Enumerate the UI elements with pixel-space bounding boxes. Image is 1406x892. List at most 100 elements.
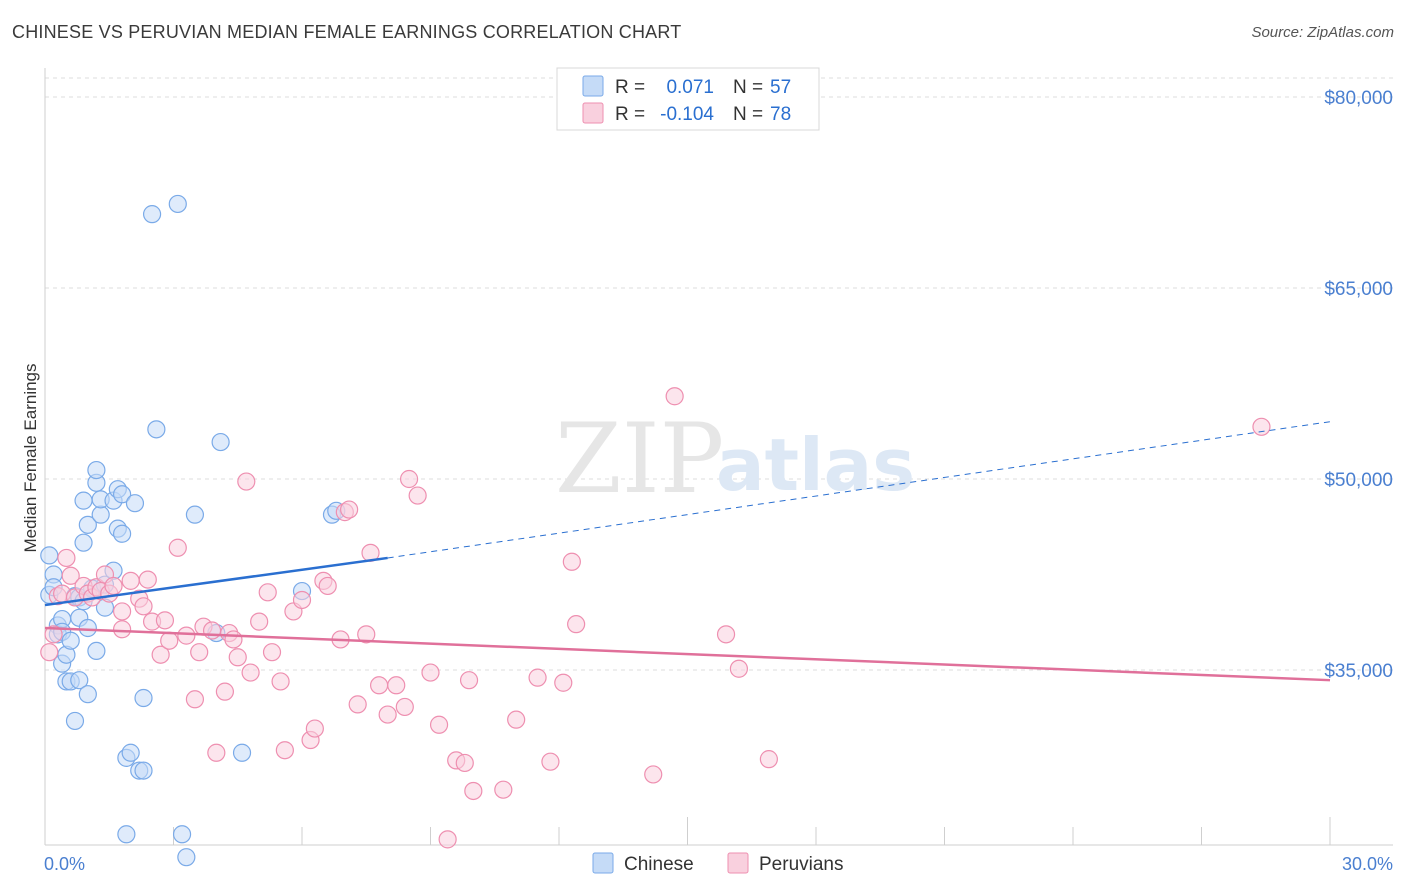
peruvian-point-79 xyxy=(759,750,778,769)
legend-peruvian-swatch xyxy=(582,102,604,124)
x-tick-label-min: 0.0% xyxy=(44,854,85,874)
axes xyxy=(44,68,1393,846)
chinese-point-15 xyxy=(70,671,89,690)
peruvian-point-73 xyxy=(562,552,581,571)
peruvian-point-15 xyxy=(112,602,132,621)
peruvian-point-25 xyxy=(168,538,187,557)
bottom-legend-chinese-swatch xyxy=(592,852,614,874)
bottom-legend-peruvian-swatch xyxy=(727,852,749,874)
peruvian-point-26 xyxy=(177,626,196,645)
peruvian-point-67 xyxy=(464,781,483,801)
peruvian-point-31 xyxy=(207,743,226,762)
chinese-point-1 xyxy=(40,546,59,565)
peruvian-point-34 xyxy=(224,630,243,649)
chinese-point-47 xyxy=(168,194,187,214)
peruvian-point-30 xyxy=(202,621,222,640)
chinese-point-20 xyxy=(74,533,93,552)
chinese-point-41 xyxy=(125,494,145,513)
chart-title: CHINESE VS PERUVIAN MEDIAN FEMALE EARNIN… xyxy=(12,22,682,42)
bottom-legend: Chinese Peruvians xyxy=(592,852,844,875)
peruvian-point-41 xyxy=(271,672,290,691)
peruvian-point-27 xyxy=(185,690,205,709)
chinese-point-52 xyxy=(211,432,230,452)
peruvian-point-48 xyxy=(318,576,337,596)
chinese-point-50 xyxy=(185,505,205,524)
peruvian-point-32 xyxy=(215,682,234,701)
chinese-point-13 xyxy=(65,711,85,731)
peruvian-point-0 xyxy=(40,643,59,662)
y-tick-labels: $35,000 $50,000 $65,000 $80,000 xyxy=(1324,88,1393,682)
peruvian-point-56 xyxy=(378,705,397,724)
legend-r-label-chinese: R = xyxy=(615,77,645,98)
peruvian-point-39 xyxy=(258,583,277,602)
legend-n-value-chinese: 57 xyxy=(770,77,791,98)
chinese-point-37 xyxy=(112,485,132,504)
peruvian-point-23 xyxy=(155,611,175,630)
y-tick-label-1: $50,000 xyxy=(1324,470,1393,491)
peruvian-point-19 xyxy=(134,597,153,616)
peruvian-point-44 xyxy=(292,590,312,610)
y-tick-label-3: $80,000 xyxy=(1324,88,1393,109)
chinese-trend-line xyxy=(44,556,388,607)
chinese-point-48 xyxy=(172,825,192,844)
watermark-atlas: atlas xyxy=(716,423,915,507)
legend-r-label-peruvian: R = xyxy=(615,104,645,125)
peruvian-point-57 xyxy=(387,676,406,695)
chinese-point-21 xyxy=(78,515,97,534)
peruvian-point-4 xyxy=(57,548,76,568)
top-legend: R = 0.071 N = 57 R = -0.104 N = 78 xyxy=(556,67,820,131)
chinese-point-53 xyxy=(232,743,252,762)
peruvian-point-16 xyxy=(112,620,132,639)
peruvian-point-65 xyxy=(455,753,474,773)
chinese-point-36 xyxy=(112,524,132,543)
peruvian-point-77 xyxy=(716,625,736,644)
chinese-point-43 xyxy=(134,761,153,780)
peruvian-point-20 xyxy=(138,570,157,589)
peruvian-point-59 xyxy=(399,469,419,489)
peruvian-point-76 xyxy=(665,387,684,406)
watermark-zip: ZIP xyxy=(555,403,724,515)
peruvian-point-17 xyxy=(121,571,140,590)
peruvian-point-66 xyxy=(459,671,479,690)
legend-n-label-chinese: N = xyxy=(733,77,763,98)
chinese-point-18 xyxy=(74,491,93,510)
chinese-point-26 xyxy=(87,460,106,480)
peruvian-point-40 xyxy=(262,643,282,662)
peruvian-point-74 xyxy=(567,615,586,634)
peruvian-point-5 xyxy=(61,566,80,585)
peruvian-point-75 xyxy=(644,765,663,784)
grid xyxy=(45,77,1393,671)
watermark: ZIP atlas xyxy=(555,403,915,515)
bottom-legend-chinese-label: Chinese xyxy=(624,854,694,875)
peruvian-point-14 xyxy=(104,576,123,596)
peruvian-point-60 xyxy=(408,486,427,505)
peruvian-point-38 xyxy=(250,612,269,631)
y-axis-label: Median Female Earnings xyxy=(21,364,40,553)
peruvian-point-22 xyxy=(151,645,170,664)
peruvian-point-61 xyxy=(421,663,440,682)
peruvian-point-69 xyxy=(507,710,526,729)
peruvian-point-28 xyxy=(190,643,209,662)
legend-n-label-peruvian: N = xyxy=(733,104,763,125)
chinese-point-39 xyxy=(117,825,136,844)
chinese-point-23 xyxy=(78,685,97,704)
legend-n-value-peruvian: 78 xyxy=(770,104,791,125)
chinese-point-46 xyxy=(147,420,166,439)
peruvian-point-62 xyxy=(429,715,449,734)
y-tick-label-2: $65,000 xyxy=(1324,279,1393,300)
peruvian-point-78 xyxy=(729,659,749,678)
peruvian-point-70 xyxy=(528,668,547,687)
peruvian-point-80 xyxy=(1252,417,1271,436)
peruvian-point-24 xyxy=(160,631,179,650)
chinese-point-44 xyxy=(134,688,153,708)
peruvian-point-36 xyxy=(237,472,256,491)
chinese-point-28 xyxy=(91,505,110,524)
peruvian-trend-line xyxy=(44,626,1331,682)
chinese-point-40 xyxy=(121,743,140,762)
peruvian-point-71 xyxy=(541,752,560,771)
chinese-trend-extension xyxy=(387,421,1331,559)
y-tick-label-0: $35,000 xyxy=(1324,661,1393,682)
peruvian-point-1 xyxy=(44,625,63,644)
peruvian-point-42 xyxy=(275,741,294,760)
